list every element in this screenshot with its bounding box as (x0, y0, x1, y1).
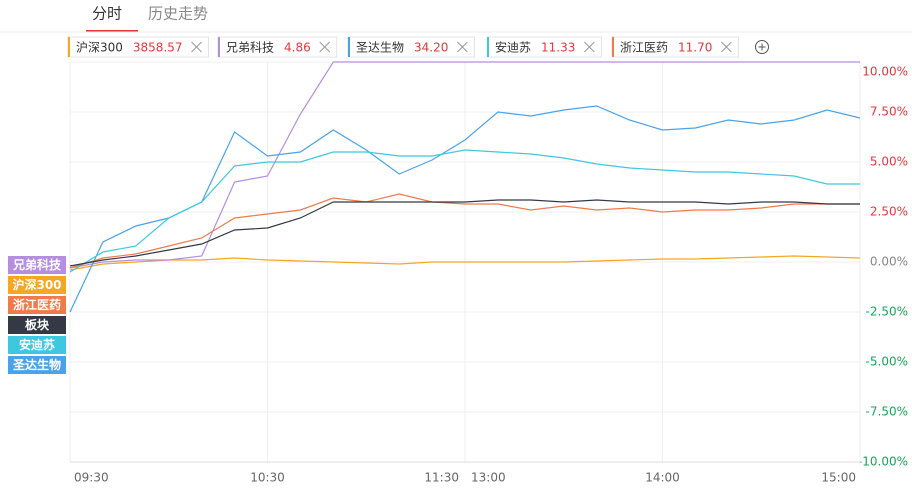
series-line (69, 255, 861, 271)
tab-underline (86, 30, 138, 32)
series-line (69, 61, 860, 269)
series-tag (8, 296, 66, 314)
close-icon[interactable] (319, 41, 331, 53)
chip-color (612, 37, 614, 57)
series-tag (8, 336, 66, 354)
legend-price: 4.86 (284, 41, 311, 55)
y-tick-label: -10.00% (858, 455, 908, 469)
series-tag-label: 安迪苏 (19, 337, 55, 352)
legend-price: 11.70 (678, 41, 712, 55)
series-tag (8, 356, 66, 374)
series-tag-label: 兄弟科技 (12, 257, 62, 272)
series-tag-label: 沪深300 (12, 277, 61, 292)
legend-chip[interactable]: 沪深300 3858.57 (67, 36, 210, 58)
legend-name: 沪深300 (76, 41, 123, 55)
y-tick-label: -7.50% (866, 405, 908, 419)
y-tick-label: 7.50% (870, 105, 908, 119)
x-tick-label: 10:30 (250, 471, 285, 485)
close-icon[interactable] (721, 41, 732, 53)
series-line (69, 199, 860, 267)
add-button[interactable] (755, 40, 769, 54)
chip-color (68, 37, 70, 57)
y-tick-label: -5.00% (866, 355, 908, 369)
legend-chip[interactable]: 浙江医药 11.70 (611, 36, 739, 58)
legend-chip[interactable]: 兄弟科技 4.86 (217, 36, 338, 58)
chip-color (487, 37, 489, 57)
series-line (69, 149, 860, 273)
chip-color (218, 37, 220, 57)
series-line (69, 193, 860, 269)
x-tick-label: 11:30 (424, 471, 459, 485)
y-tick-label: 5.00% (870, 155, 908, 169)
close-icon[interactable] (457, 41, 468, 53)
legend-name: 浙江医药 (620, 41, 668, 55)
legend-price: 11.33 (541, 41, 575, 55)
series-tag-label: 浙江医药 (13, 297, 61, 312)
close-icon[interactable] (191, 41, 202, 53)
tab-intraday[interactable]: 分时 (92, 5, 122, 23)
legend-name: 兄弟科技 (226, 41, 274, 55)
series-tag-label: 板块 (25, 317, 50, 332)
y-tick-label: 2.50% (870, 205, 908, 219)
series-tag (8, 316, 66, 334)
close-icon[interactable] (584, 41, 595, 53)
legend-name: 安迪苏 (495, 40, 531, 55)
legend-name: 圣达生物 (356, 41, 404, 55)
series-tag (8, 256, 66, 274)
y-tick-label: -2.50% (866, 305, 908, 319)
x-tick-label: 09:30 (74, 471, 109, 485)
x-tick-label: 15:00 (821, 471, 856, 485)
x-tick-label: 13:00 (471, 471, 506, 485)
legend-price: 3858.57 (133, 41, 183, 55)
legend-chip[interactable]: 安迪苏 11.33 (486, 36, 602, 58)
y-tick-label: 10.00% (862, 65, 908, 79)
tab-history[interactable]: 历史走势 (148, 5, 208, 23)
x-tick-label: 14:00 (645, 471, 680, 485)
chip-color (348, 37, 350, 57)
legend-price: 34.20 (414, 41, 448, 55)
y-tick-label: 0.00% (870, 255, 908, 269)
series-tag-label: 圣达生物 (12, 357, 61, 372)
legend-chip[interactable]: 圣达生物 34.20 (347, 36, 475, 58)
series-tag (8, 276, 66, 294)
